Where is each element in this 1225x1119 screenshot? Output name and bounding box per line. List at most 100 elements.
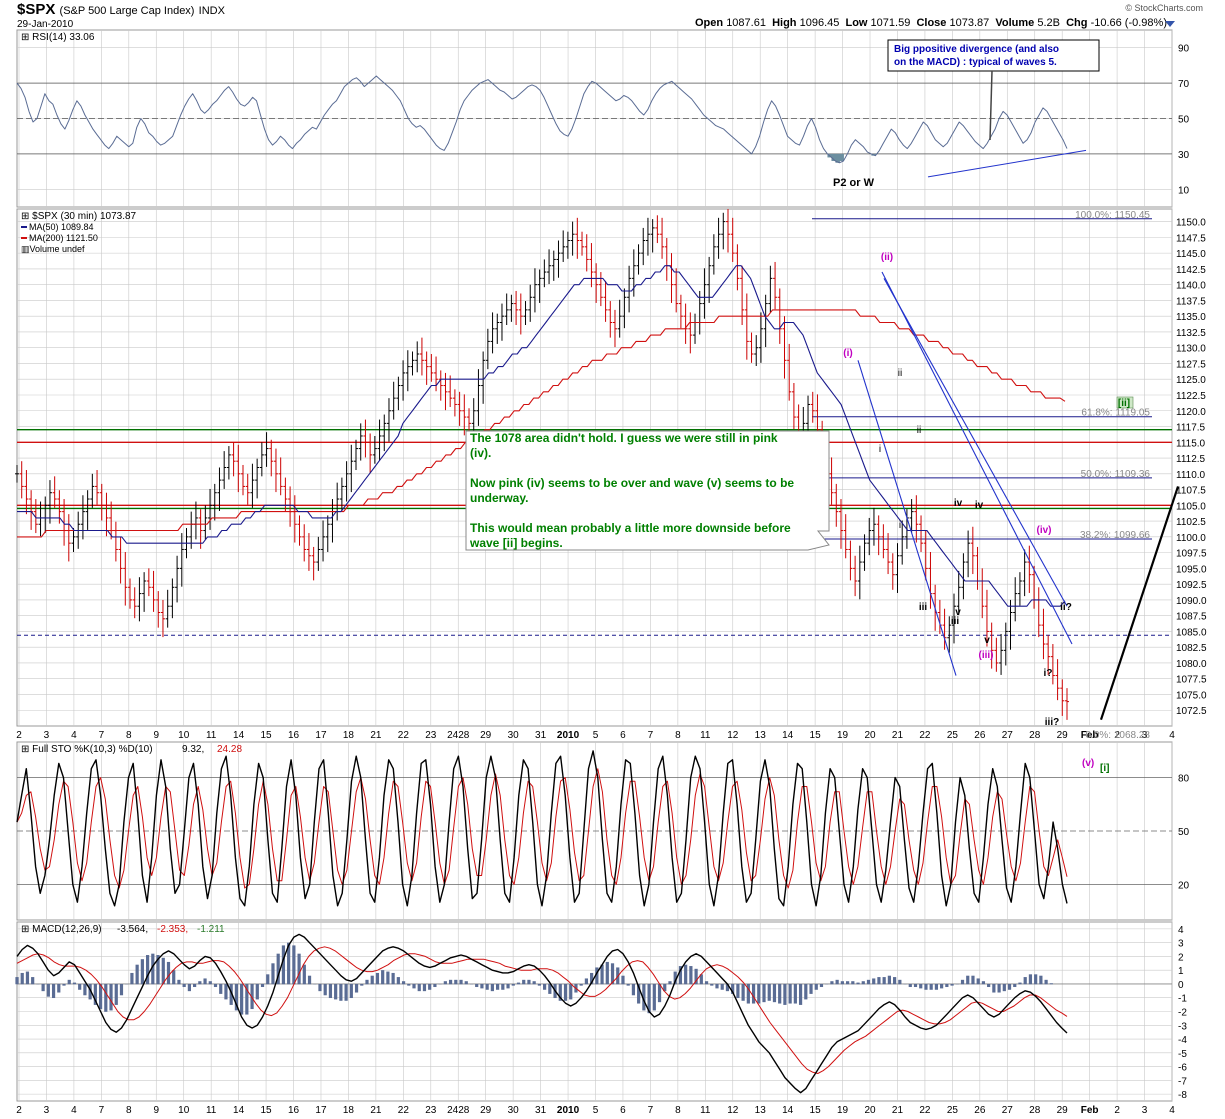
macd-hist-bar: [370, 975, 374, 985]
x-tick-label: 15: [261, 730, 273, 741]
macd-hist-bar: [720, 983, 724, 990]
wave-label: ii: [898, 368, 902, 379]
macd-hist-bar: [51, 983, 56, 999]
x-tick-label: 29: [480, 1105, 492, 1116]
macd-hist-bar: [266, 974, 270, 985]
divergence-annotation-box: [887, 39, 1100, 72]
macd-hist-bar: [537, 983, 541, 986]
x-tick-label: 25: [947, 1105, 959, 1116]
x-tick-label: 8: [675, 1105, 681, 1116]
fib-level-label: 100.0%: 1150.45: [1075, 210, 1150, 221]
x-tick-label: 13: [755, 1105, 767, 1116]
macd-hist-bar: [161, 957, 165, 985]
macd-hist-bar: [861, 981, 865, 985]
macd-hist-bar: [762, 983, 766, 1003]
price-tick-label: 1127.5: [1176, 359, 1206, 370]
macd-hist-bar: [684, 964, 688, 985]
macd-hist-bar: [621, 975, 625, 985]
macd-hist-bar: [966, 975, 970, 985]
x-tick-label: 9: [153, 730, 159, 741]
rsi-tick-label: 10: [1178, 185, 1190, 196]
x-tick-label: 27: [1002, 1105, 1014, 1116]
macd-hist-bar: [287, 942, 291, 985]
wave-label: ii: [917, 425, 921, 436]
x-tick-label: 17: [315, 1105, 327, 1116]
macd-hist-bar: [960, 979, 965, 985]
x-tick-label: 14: [233, 730, 245, 741]
macd-hist-bar: [1049, 983, 1053, 985]
wave-label: i: [899, 520, 901, 531]
comment-text-line: This would mean probably a little more d…: [470, 521, 791, 535]
x-tick-label: 7: [648, 730, 654, 741]
price-tick-label: 1090.0: [1176, 596, 1207, 607]
macd-hist-bar: [757, 983, 761, 1004]
x-tick-label: 20: [864, 730, 876, 741]
x-tick-label: 7: [99, 730, 105, 741]
wave-label: iii: [951, 616, 960, 627]
macd-hist-bar: [981, 981, 986, 985]
macd-hist-bar: [887, 975, 891, 985]
price-tick-label: 1072.5: [1176, 706, 1207, 717]
macd-hist-bar: [919, 983, 923, 989]
macd-hist-bar: [302, 964, 306, 985]
macd-hist-bar: [710, 983, 714, 986]
macd-hist-bar: [652, 983, 656, 1011]
macd-hist-bar: [229, 983, 233, 1005]
macd-hist-bar: [25, 971, 30, 985]
macd-hist-bar: [976, 978, 980, 985]
channel-line: [857, 360, 957, 676]
sto-tick-label: 20: [1178, 880, 1190, 891]
macd-tick-label: -8: [1178, 1090, 1187, 1101]
channel-line: [883, 278, 1068, 607]
macd-hist-bar: [443, 981, 447, 985]
chevron-down-icon[interactable]: [1165, 20, 1175, 28]
macd-hist-bar: [344, 983, 348, 1001]
macd-hist-bar: [590, 972, 594, 985]
macd-tick-label: 3: [1178, 939, 1184, 950]
x-tick-label: 8: [126, 730, 132, 741]
macd-tick-label: 4: [1178, 925, 1184, 936]
price-tick-label: 1105.0: [1176, 501, 1206, 512]
price-tick-label: 1110.0: [1176, 470, 1206, 481]
x-tick-label: 23: [425, 730, 437, 741]
macd-hist-bar: [156, 955, 160, 985]
wave-label: ii?: [1060, 602, 1072, 613]
macd-hist-bar: [119, 983, 124, 996]
x-tick-label: 2: [1114, 730, 1120, 741]
macd-hist-bar: [375, 972, 380, 985]
macd-tick-label: -3: [1178, 1021, 1187, 1032]
macd-hist-bar: [401, 981, 406, 985]
macd-hist-bar: [600, 964, 604, 985]
rsi-divergence-trendline: [927, 149, 1087, 178]
divergence-annotation: [887, 39, 1100, 141]
macd-hist-bar: [631, 983, 636, 996]
x-tick-label: 8: [675, 730, 681, 741]
macd-hist-bar: [840, 981, 844, 985]
macd-hist-bar: [1028, 974, 1033, 985]
macd-hist-bar: [83, 983, 87, 996]
macd-hist-bar: [20, 972, 24, 985]
x-tick-label: 2: [1114, 1105, 1120, 1116]
price-tick-label: 1120.0: [1176, 407, 1206, 418]
macd-hist-bar: [130, 972, 134, 985]
macd-hist-bar: [689, 966, 693, 985]
price-tick-label: 1075.0: [1176, 690, 1207, 701]
macd-hist-bar: [527, 979, 531, 985]
volume-value: 5.2B: [1037, 17, 1060, 29]
macd-hist-bar: [908, 983, 912, 988]
x-tick-label: 22: [398, 1105, 410, 1116]
macd-hist-bar: [532, 981, 536, 985]
macd-hist-bar: [166, 961, 171, 985]
x-tick-label: 26: [974, 1105, 986, 1116]
wave-label: (iv): [1037, 525, 1052, 536]
x-tick-label: 9: [153, 1105, 159, 1116]
macd-hist-bar: [579, 983, 583, 986]
macd-hist-bar: [548, 983, 552, 994]
macd-hist-bar: [62, 983, 66, 986]
legend-ma50: MA(50) 1089.84: [29, 222, 94, 232]
x-tick-label: 5: [593, 730, 599, 741]
x-tick-label: 20: [864, 1105, 876, 1116]
macd-hist-bar: [250, 983, 254, 1010]
macd-hist-bar: [835, 979, 839, 985]
macd-hist-bar: [783, 983, 787, 1005]
